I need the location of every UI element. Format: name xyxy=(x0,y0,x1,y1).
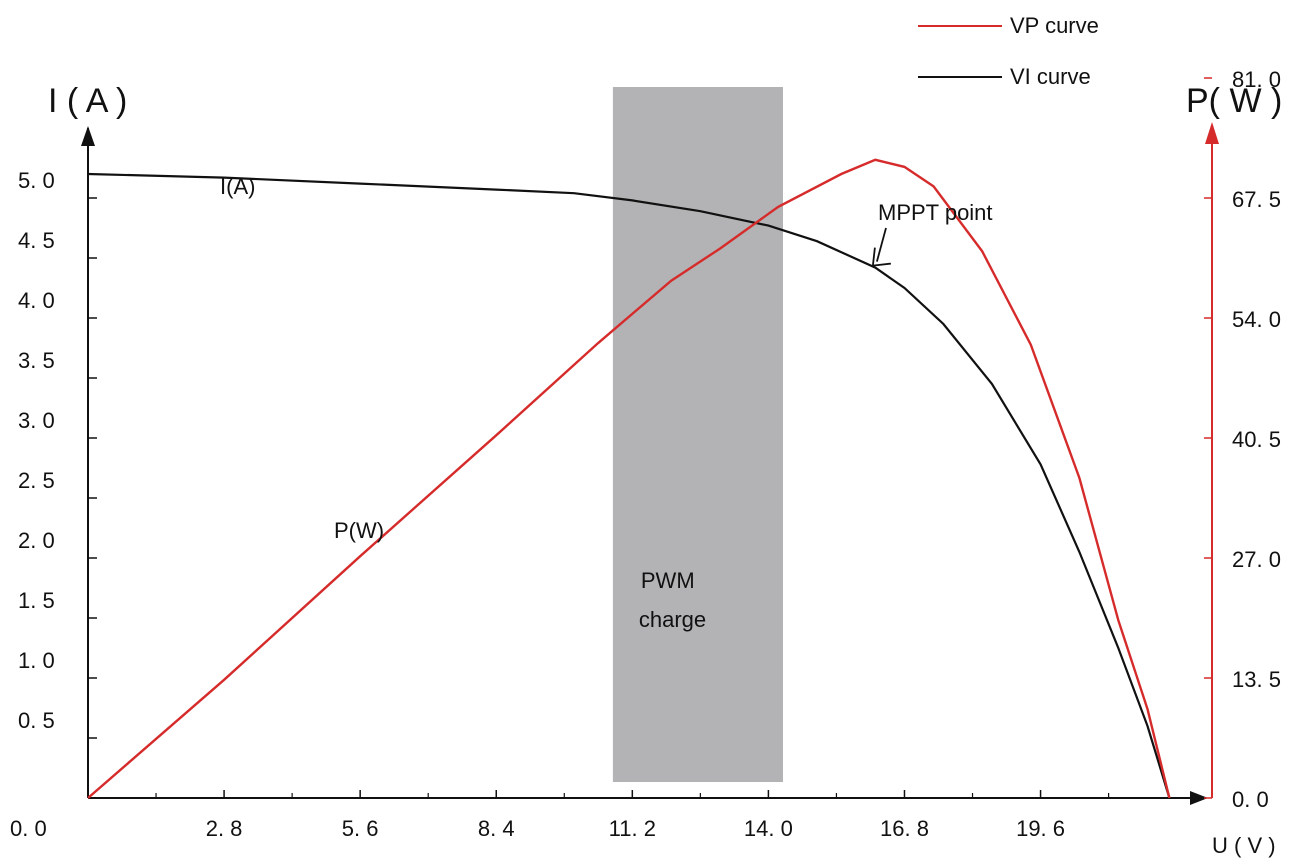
x-tick-label: 14. 0 xyxy=(744,816,793,841)
y-left-tick-label: 2. 0 xyxy=(18,528,55,553)
x-tick-label: 19. 6 xyxy=(1016,816,1065,841)
x-tick-label: 8. 4 xyxy=(478,816,515,841)
y-right-tick-label: 67. 5 xyxy=(1232,187,1281,212)
y-right-axis-title: P( W ) xyxy=(1186,82,1282,120)
y-left-tick-label: 3. 5 xyxy=(18,348,55,373)
y-right-arrow-icon xyxy=(1205,122,1219,144)
y-left-arrow-icon xyxy=(81,126,95,146)
y-right-tick-label: 27. 0 xyxy=(1232,547,1281,572)
pwm-label-line2: charge xyxy=(639,607,706,632)
y-left-tick-label: 4. 0 xyxy=(18,288,55,313)
x-tick-label: 5. 6 xyxy=(342,816,379,841)
y-left-axis-title: I ( A ) xyxy=(48,82,127,120)
current-curve-label: I(A) xyxy=(220,174,255,199)
x-tick-label: 11. 2 xyxy=(609,816,656,841)
x-ticks: 0. 0 2. 8 5. 6 8. 4 11. 2 14. 0 16. 8 19. 6 xyxy=(10,790,1110,841)
legend: VP curve VI curve xyxy=(918,13,1099,89)
power-curve-label: P(W) xyxy=(334,518,384,543)
x-tick-label: 2. 8 xyxy=(206,816,243,841)
x-tick-label: 16. 8 xyxy=(880,816,929,841)
mppt-point-label: MPPT point xyxy=(878,200,993,225)
legend-label-vp: VP curve xyxy=(1010,13,1099,38)
y-left-tick-label: 2. 5 xyxy=(18,468,55,493)
y-left-tick-label: 4. 5 xyxy=(18,228,55,253)
x-arrow-icon xyxy=(1190,791,1208,805)
mppt-arrow-icon xyxy=(871,227,891,267)
y-left-tick-label: 0. 5 xyxy=(18,708,55,733)
axes xyxy=(81,122,1219,805)
pwm-label-line1: PWM xyxy=(641,568,695,593)
y-left-tick-label: 1. 0 xyxy=(18,648,55,673)
vi-curve-line xyxy=(87,172,1171,799)
pwm-charge-region xyxy=(612,87,783,782)
x-axis-title: U ( V ) xyxy=(1212,833,1276,858)
y-right-tick-label: 54. 0 xyxy=(1232,307,1281,332)
y-left-ticks: 0. 5 1. 0 1. 5 2. 0 2. 5 3. 0 3. 5 4. 0 4. 5 5. 0 xyxy=(18,168,97,739)
vp-curve-line xyxy=(87,158,1171,799)
y-left-tick-label: 1. 5 xyxy=(18,588,55,613)
x-tick-label: 0. 0 xyxy=(10,816,47,841)
y-right-tick-label: 40. 5 xyxy=(1232,427,1281,452)
y-right-ticks: 0. 013. 527. 040. 554. 067. 581. 094. 5 xyxy=(1204,67,1281,812)
y-right-tick-label: 13. 5 xyxy=(1232,667,1281,692)
y-right-tick-label: 0. 0 xyxy=(1232,787,1269,812)
legend-label-vi: VI curve xyxy=(1010,64,1091,89)
y-right-tick-label: 81. 0 xyxy=(1232,67,1281,92)
y-left-tick-label: 3. 0 xyxy=(18,408,55,433)
y-left-tick-label: 5. 0 xyxy=(18,168,55,193)
